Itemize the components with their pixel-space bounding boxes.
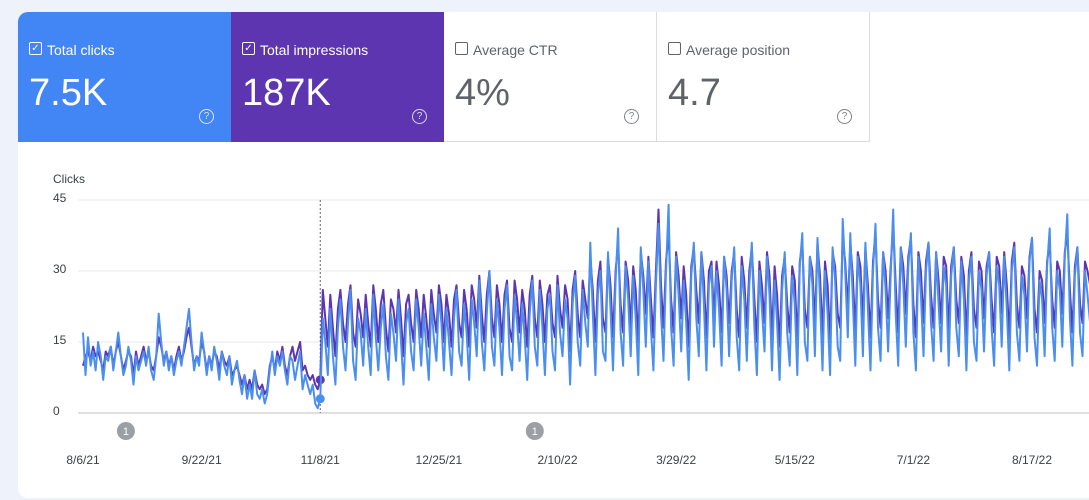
y-tick-label: 0 [53, 404, 60, 418]
metric-tile[interactable]: ✓ Total clicks 7.5K? [18, 12, 231, 142]
metric-value: 187K [242, 72, 331, 114]
annotation-badge [525, 422, 544, 440]
series-line [82, 203, 1089, 410]
y-tick-label: 45 [53, 191, 67, 205]
highlight-dot [315, 394, 325, 404]
x-tick-label: 2/10/22 [537, 453, 577, 467]
metric-tile[interactable]: Average CTR 4%? [444, 12, 657, 142]
x-tick-label: 3/29/22 [656, 453, 696, 467]
metric-label: Average position [686, 42, 791, 58]
checkbox[interactable]: ✓ [29, 42, 42, 55]
x-tick-label: 12/25/21 [416, 453, 463, 467]
y-axis-title: Clicks [53, 172, 85, 186]
annotation-label: 1 [532, 426, 538, 438]
help-icon[interactable]: ? [837, 109, 852, 124]
x-tick-label: 9/22/21 [182, 453, 222, 467]
x-tick-label: 7/1/22 [897, 453, 931, 467]
y-tick-label: 30 [53, 262, 67, 276]
metric-label: Average CTR [473, 42, 558, 58]
x-tick-label: 8/17/22 [1012, 453, 1052, 467]
series-line [82, 208, 1089, 396]
metric-label: Total clicks [47, 42, 115, 58]
annotation-badge [116, 422, 135, 440]
x-tick-label: 11/8/21 [301, 453, 340, 467]
metric-tile[interactable]: Average position 4.7? [657, 12, 870, 142]
x-tick-label: 5/15/22 [775, 453, 815, 467]
annotation-label: 1 [123, 426, 129, 438]
metric-tile[interactable]: ✓ Total impressions 187K? [231, 12, 444, 142]
metric-value: 4.7 [668, 72, 721, 114]
checkbox[interactable] [668, 42, 681, 55]
metric-value: 4% [455, 72, 510, 114]
metric-label: Total impressions [260, 42, 369, 58]
x-tick-label: 8/6/21 [66, 453, 100, 467]
checkbox[interactable]: ✓ [242, 42, 255, 55]
metric-value: 7.5K [29, 72, 108, 114]
checkbox[interactable] [455, 42, 468, 55]
help-icon[interactable]: ? [199, 109, 214, 124]
help-icon[interactable]: ? [624, 109, 639, 124]
help-icon[interactable]: ? [412, 109, 427, 124]
y-tick-label: 15 [53, 333, 67, 347]
